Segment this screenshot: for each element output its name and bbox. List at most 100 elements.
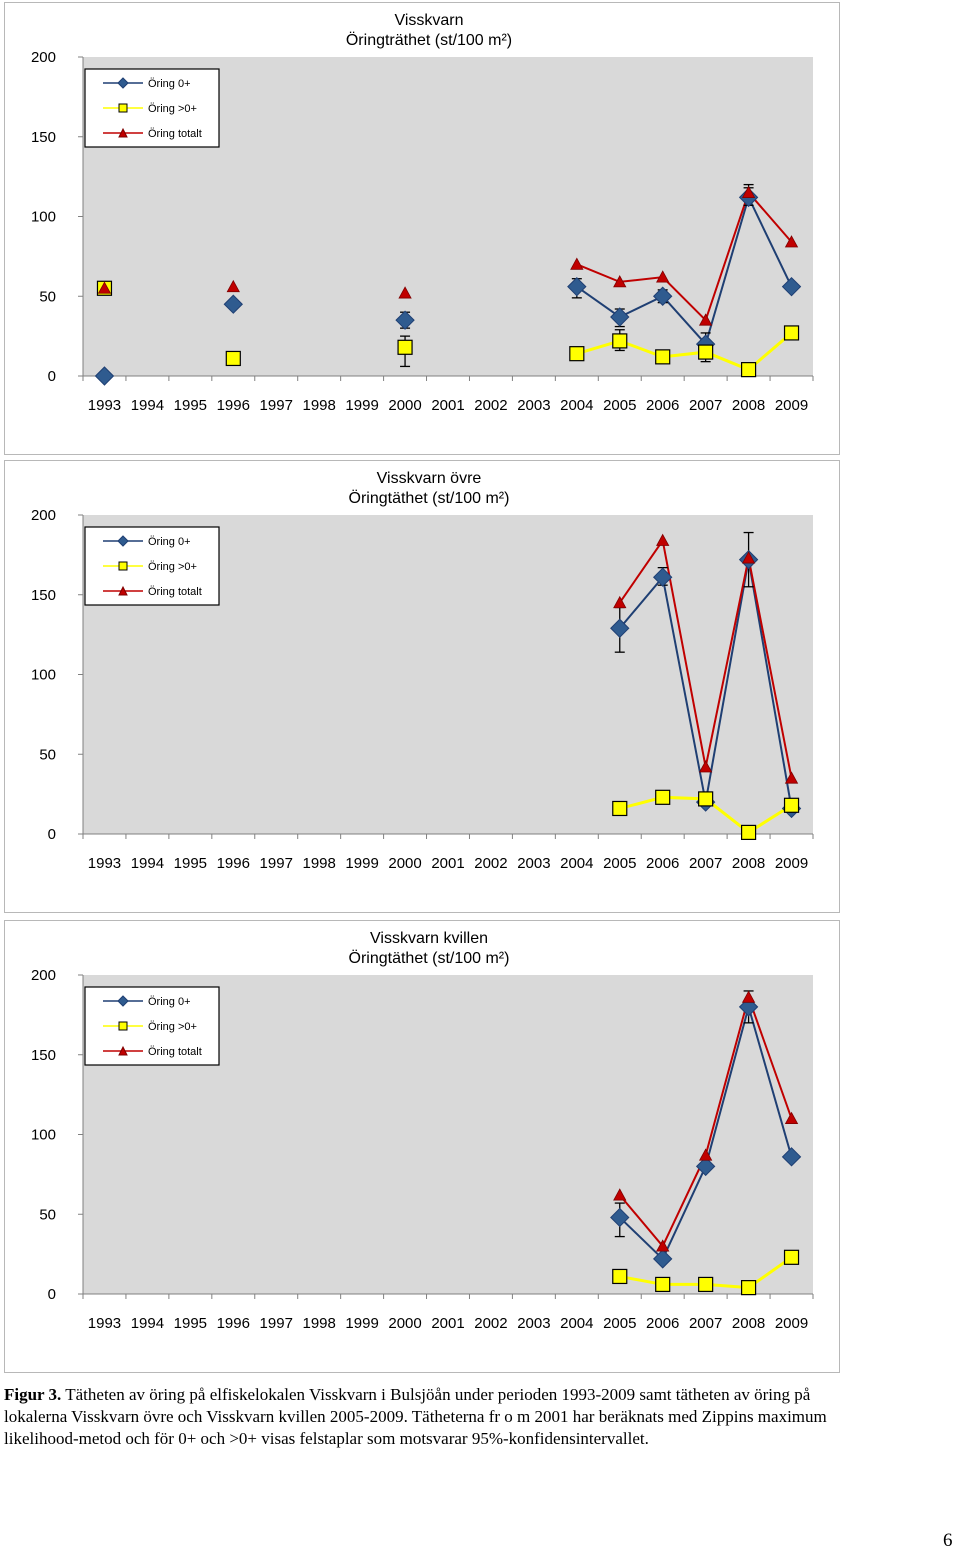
x-tick-label: 1997	[260, 397, 293, 414]
x-tick-label: 2004	[560, 1315, 593, 1332]
data-point-square	[783, 1249, 800, 1265]
caption-text: Tätheten av öring på elfiskelokalen Viss…	[4, 1385, 827, 1448]
x-tick-label: 1999	[345, 1315, 378, 1332]
chart-title: Visskvarn	[394, 12, 463, 29]
data-point-triangle	[698, 760, 713, 773]
x-tick-label: 2002	[474, 1315, 507, 1332]
data-point-square	[655, 789, 671, 805]
x-tick-label: 2006	[646, 1315, 679, 1332]
data-point-square	[698, 791, 714, 807]
data-point-triangle	[698, 1148, 713, 1161]
x-tick-label: 2001	[431, 855, 464, 872]
caption-label: Figur 3.	[4, 1385, 62, 1404]
x-tick-label: 2007	[689, 855, 722, 872]
chart-subtitle: Öringtäthet (st/100 m²)	[349, 949, 510, 967]
y-tick-label: 0	[48, 368, 56, 385]
x-tick-label: 1994	[131, 855, 164, 872]
series-line	[576, 194, 793, 347]
data-point-diamond	[695, 1156, 716, 1177]
x-tick-label: 2005	[603, 1315, 636, 1332]
data-point-triangle	[698, 313, 713, 326]
legend: Öring 0+ Öring >0+ Öring totalt	[84, 68, 220, 148]
x-tick-label: 1998	[302, 1315, 335, 1332]
x-tick-label: 2008	[732, 397, 765, 414]
data-point-square	[740, 824, 757, 841]
legend-marker-triangle	[118, 127, 128, 138]
x-tick-label: 2007	[689, 1315, 722, 1332]
y-tick-label: 150	[31, 1047, 56, 1064]
x-tick-label: 2005	[603, 855, 636, 872]
data-point-triangle	[656, 270, 670, 283]
chart-visskvarn: 0 50 100 150 200 1993 1994 1995 1996 1997 1998 1999…	[4, 2, 840, 455]
data-point-square	[225, 350, 241, 367]
x-tick-label: 2002	[474, 397, 507, 414]
data-point-triangle	[741, 551, 756, 564]
x-tick-label: 1993	[88, 1315, 121, 1332]
series-line	[576, 190, 793, 323]
x-tick-label: 1996	[217, 855, 250, 872]
chart-visskvarn-svg: 0 50 100 150 200 1993 1994 1995 1996 1997 1998 1999…	[31, 12, 814, 414]
data-point-square	[612, 333, 628, 349]
chart-visskvarn-ovre-svg: 0 50 100 150 200 1993 1994 1995 1996 1997 1998 1999…	[31, 470, 814, 872]
data-point-diamond	[567, 276, 587, 297]
legend-label: Öring >0+	[148, 1021, 197, 1033]
x-tick-label: 2004	[560, 855, 593, 872]
x-tick-label: 2006	[646, 855, 679, 872]
legend-label: Öring totalt	[148, 1046, 202, 1058]
data-point-diamond	[652, 286, 673, 306]
y-tick-label: 50	[39, 746, 56, 763]
legend-marker-diamond	[117, 995, 129, 1007]
legend-marker-square	[118, 103, 128, 113]
x-tick-label: 2008	[732, 855, 765, 872]
data-point-triangle	[226, 279, 240, 293]
x-tick-label: 1998	[302, 397, 335, 414]
data-point-diamond	[781, 276, 802, 297]
data-point-square	[698, 344, 714, 360]
data-point-diamond	[610, 1207, 630, 1228]
data-point-square	[612, 800, 628, 817]
data-point-diamond	[395, 310, 415, 330]
x-tick-label: 2009	[775, 1315, 808, 1332]
y-tick-label: 0	[48, 826, 56, 843]
x-tick-label: 2007	[689, 397, 722, 414]
legend-label: Öring 0+	[148, 536, 191, 548]
x-tick-label: 2006	[646, 397, 679, 414]
page-number: 6	[943, 1530, 953, 1551]
legend-label: Öring totalt	[148, 586, 202, 598]
x-tick-label: 2001	[431, 397, 464, 414]
x-tick-label: 2009	[775, 397, 808, 414]
y-tick-label: 200	[31, 967, 56, 984]
legend: Öring 0+ Öring >0+ Öring totalt	[84, 526, 220, 606]
chart-title: Visskvarn övre	[377, 470, 482, 487]
x-tick-label: 1999	[345, 855, 378, 872]
data-point-triangle	[656, 1239, 670, 1252]
x-tick-label: 2000	[388, 397, 421, 414]
y-tick-label: 100	[31, 667, 56, 684]
x-tick-label: 2003	[517, 1315, 550, 1332]
y-tick-label: 50	[39, 288, 56, 305]
x-tick-label: 2000	[388, 855, 421, 872]
legend-marker-diamond	[117, 535, 129, 547]
y-tick-label: 150	[31, 129, 56, 146]
x-tick-label: 1994	[131, 397, 164, 414]
data-point-triangle	[741, 185, 756, 198]
data-point-diamond	[781, 1147, 802, 1167]
x-tick-label: 1995	[174, 855, 207, 872]
legend-marker-triangle	[118, 585, 128, 596]
x-tick-label: 2002	[474, 855, 507, 872]
legend-label: Öring 0+	[148, 78, 191, 90]
chart-subtitle: Öringträthet (st/100 m²)	[346, 31, 512, 49]
legend-label: Öring 0+	[148, 996, 191, 1008]
x-tick-label: 1997	[260, 855, 293, 872]
data-point-triangle	[613, 595, 627, 609]
data-point-triangle	[613, 275, 627, 288]
data-point-square	[655, 349, 671, 365]
legend-marker-triangle	[118, 1045, 128, 1056]
x-tick-label: 1995	[174, 397, 207, 414]
x-tick-label: 2005	[603, 397, 636, 414]
y-tick-label: 200	[31, 507, 56, 524]
data-point-square	[740, 362, 757, 378]
y-tick-label: 100	[31, 209, 56, 226]
x-tick-label: 1996	[217, 397, 250, 414]
data-point-diamond	[652, 567, 673, 587]
